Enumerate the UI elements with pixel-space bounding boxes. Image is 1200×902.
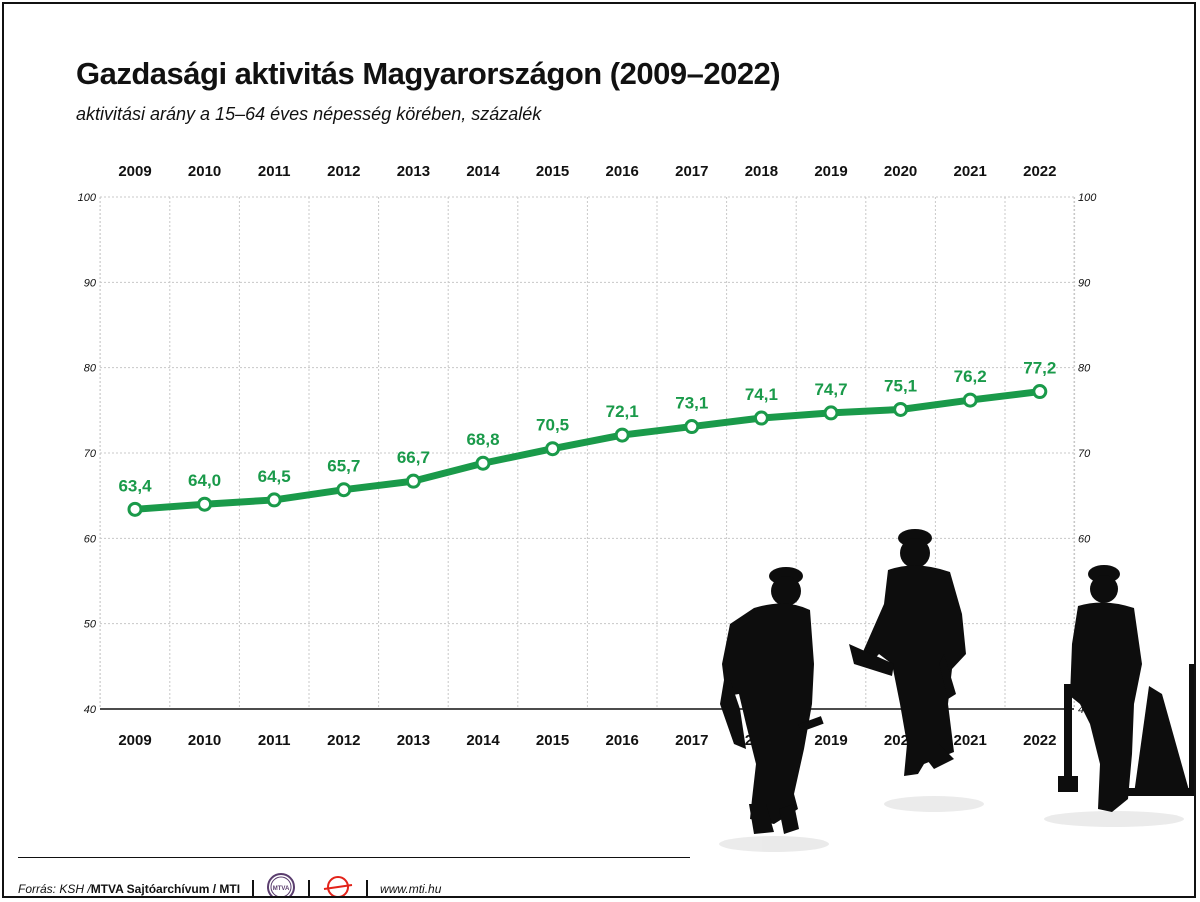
data-label: 70,5 [536, 416, 569, 435]
source-prefix: Forrás: KSH / [18, 881, 91, 896]
data-label: 65,7 [327, 457, 360, 476]
mtva-logo-text: MTVA [273, 886, 290, 892]
y-tick-label-left: 70 [84, 448, 97, 460]
workers-silhouette-illustration [687, 529, 1194, 896]
x-tick-label-bottom: 2011 [258, 732, 291, 749]
data-label: 73,1 [675, 394, 708, 413]
data-point [684, 419, 700, 435]
x-tick-label-top: 2015 [536, 163, 569, 180]
y-tick-label-right: 100 [1078, 192, 1097, 204]
data-point [266, 492, 282, 508]
x-tick-label-top: 2018 [745, 163, 778, 180]
y-tick-label-left: 100 [78, 192, 97, 204]
x-tick-label-bottom: 2017 [675, 732, 708, 749]
data-label: 68,8 [466, 430, 499, 449]
x-tick-label-top: 2017 [675, 163, 708, 180]
x-tick-label-top: 2014 [466, 163, 500, 180]
data-label: 74,7 [814, 380, 847, 399]
x-tick-label-top: 2010 [188, 163, 221, 180]
x-tick-label-bottom: 2014 [466, 732, 500, 749]
x-tick-label-top: 2019 [814, 163, 847, 180]
footer-divider [18, 857, 690, 858]
data-label: 75,1 [884, 376, 917, 395]
series-line-path [131, 388, 1044, 513]
x-tick-label-top: 2022 [1023, 163, 1056, 180]
footer-url: www.mti.hu [380, 881, 442, 896]
x-tick-label-top: 2016 [606, 163, 639, 180]
data-label: 63,4 [118, 476, 152, 495]
data-point [127, 501, 143, 517]
mtva-logo-icon: MTVA [266, 872, 296, 896]
x-tick-label-top: 2013 [397, 163, 430, 180]
x-tick-label-top: 2009 [118, 163, 151, 180]
data-point [545, 441, 561, 457]
data-labels: 63,4 64,0 64,5 65,7 66,7 68,8 70,5 72,1 73,1 74,1… [118, 359, 1056, 496]
data-label: 66,7 [397, 448, 430, 467]
x-tick-label-top: 2020 [884, 163, 917, 180]
x-tick-label-bottom: 2021 [954, 732, 987, 749]
data-point [823, 405, 839, 421]
x-tick-label-bottom: 2009 [118, 732, 151, 749]
x-tick-label-bottom: 2022 [1023, 732, 1056, 749]
line-chart: 404050506060707080809090100100 200920102… [78, 163, 1194, 896]
data-label: 77,2 [1023, 359, 1056, 378]
y-tick-label-left: 50 [84, 619, 97, 631]
data-label: 72,1 [606, 402, 639, 421]
chart-subtitle: aktivitási arány a 15–64 éves népesség k… [76, 104, 542, 124]
x-tick-label-top: 2021 [954, 163, 987, 180]
data-point [336, 482, 352, 498]
x-tick-label-bottom: 2010 [188, 732, 221, 749]
y-tick-label-right: 80 [1078, 363, 1091, 375]
mti-logo-icon [322, 872, 354, 896]
data-point [1032, 384, 1048, 400]
x-tick-label-top: 2012 [327, 163, 360, 180]
footer-separator [252, 879, 255, 896]
x-tick-label-top: 2011 [258, 163, 291, 180]
y-tick-label-left: 90 [84, 277, 97, 289]
data-label: 74,1 [745, 385, 778, 404]
series-line [127, 384, 1048, 517]
chart-title: Gazdasági aktivitás Magyarországon (2009… [76, 56, 781, 91]
data-point [475, 455, 491, 471]
footer-separator [366, 879, 369, 896]
y-tick-label-right: 60 [1078, 533, 1091, 545]
y-tick-label-left: 80 [84, 363, 97, 375]
data-label: 64,0 [188, 471, 221, 490]
x-tick-label-bottom: 2012 [327, 732, 360, 749]
data-label: 64,5 [258, 467, 291, 486]
data-point [962, 392, 978, 408]
data-point [197, 496, 213, 512]
y-tick-label-right: 70 [1078, 448, 1091, 460]
y-tick-label-left: 60 [84, 533, 97, 545]
y-tick-label-left: 40 [84, 704, 97, 716]
source-bold: MTVA Sajtóarchívum / MTI [90, 881, 241, 896]
x-tick-label-bottom: 2019 [814, 732, 847, 749]
x-axis-top-labels: 2009 2010 2011 2012 2013 2014 2015 2016 2017 2018… [118, 163, 1056, 180]
data-point [893, 401, 909, 417]
x-tick-label-bottom: 2015 [536, 732, 569, 749]
data-label: 76,2 [954, 367, 987, 386]
footer: Forrás: KSH / MTVA Sajtóarchívum / MTI M… [18, 872, 442, 896]
data-point [753, 410, 769, 426]
y-tick-label-right: 90 [1078, 277, 1091, 289]
x-tick-label-bottom: 2016 [606, 732, 639, 749]
data-point [405, 473, 421, 489]
data-point [614, 427, 630, 443]
x-tick-label-bottom: 2013 [397, 732, 430, 749]
footer-separator [308, 879, 311, 896]
